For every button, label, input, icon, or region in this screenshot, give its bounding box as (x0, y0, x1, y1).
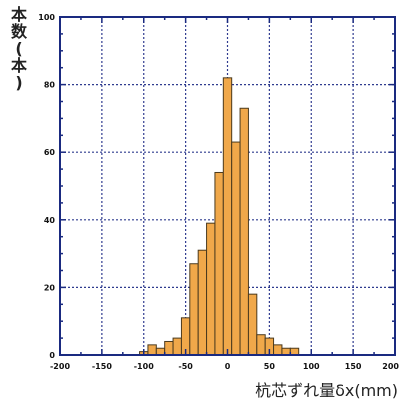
histogram-bar (189, 263, 199, 356)
x-axis-title: 杭芯ずれ量δx(mm) (255, 381, 398, 400)
histogram-bar (289, 347, 300, 356)
y-tick-label: 0 (49, 351, 55, 360)
histogram-bar (155, 347, 166, 356)
y-axis-title: 本数(本) (11, 5, 28, 92)
x-tick-label: 150 (345, 362, 362, 371)
x-tick-label: -100 (134, 362, 154, 371)
y-tick-label: 40 (44, 216, 56, 225)
histogram-bar (239, 107, 249, 356)
x-tick-label: 200 (382, 362, 399, 371)
grid (60, 17, 395, 355)
y-tick-labels: 0 20 40 60 80 100 (38, 13, 55, 360)
x-tick-label: 0 (225, 362, 231, 371)
histogram-bar (197, 249, 208, 356)
x-tick-label: 100 (303, 362, 320, 371)
histogram-bar (256, 334, 266, 356)
x-tick-label: -50 (178, 362, 193, 371)
histogram-bar (206, 222, 216, 356)
histogram-bar (222, 77, 233, 356)
histogram-bar (281, 347, 291, 356)
x-tick-label: -150 (92, 362, 112, 371)
y-tick-label: 60 (44, 148, 56, 157)
y-tick-label: 80 (44, 81, 56, 90)
histogram-bar (214, 171, 224, 356)
y-tick-label: 100 (38, 13, 55, 22)
axis-ticks (59, 16, 396, 356)
histogram-bar (172, 337, 182, 356)
histogram-bar (273, 344, 283, 356)
histogram-bar (231, 141, 241, 356)
x-tick-label: 50 (264, 362, 276, 371)
x-tick-label: -200 (50, 362, 70, 371)
x-tick-labels: -200 -150 -100 -50 0 50 100 150 200 (50, 362, 399, 371)
y-tick-label: 20 (44, 283, 56, 292)
histogram-bar (247, 293, 258, 356)
bars (139, 77, 300, 356)
histogram-bar (147, 344, 157, 356)
y-axis-title-text: 本数(本) (11, 5, 28, 92)
histogram-bar (164, 340, 174, 356)
